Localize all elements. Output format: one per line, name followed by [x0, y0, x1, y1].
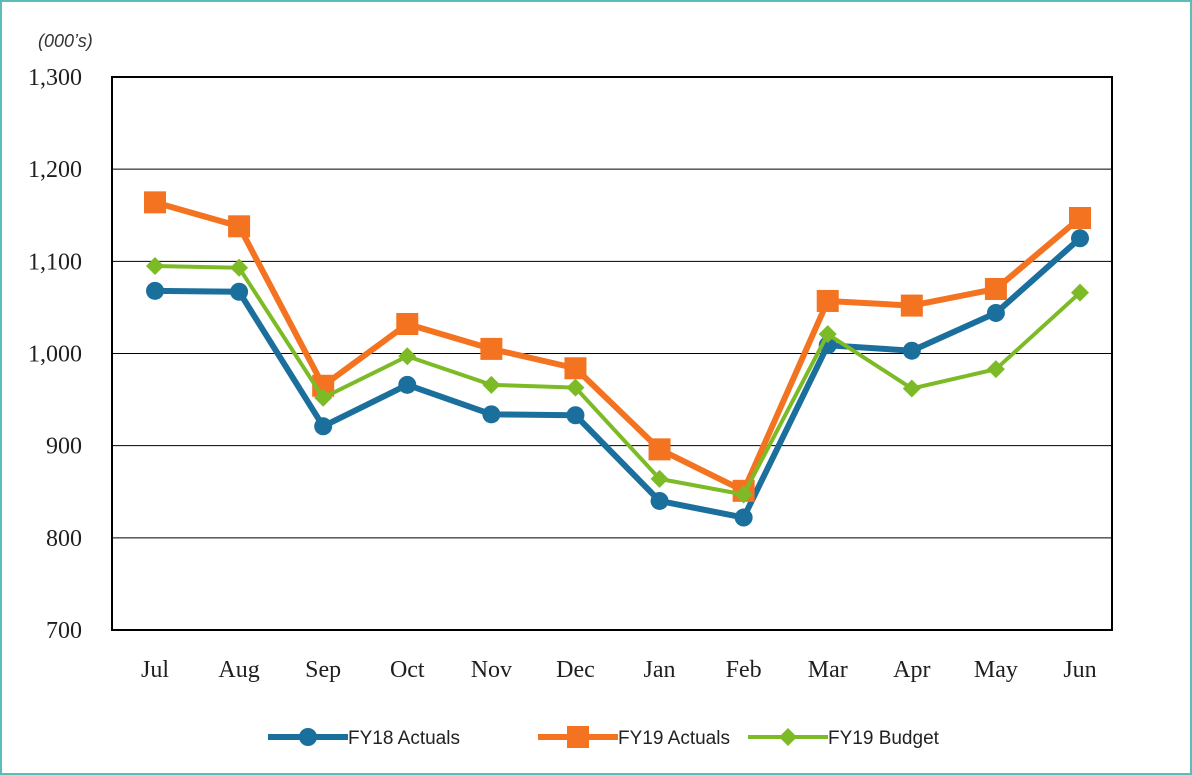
x-tick-label: Jun [1063, 657, 1096, 683]
marker [648, 438, 671, 461]
marker [900, 294, 923, 317]
x-tick-label: Feb [726, 657, 762, 683]
marker [734, 508, 753, 527]
y-tick-label: 1,200 [28, 157, 82, 183]
marker [398, 375, 417, 394]
x-tick-label: Mar [808, 657, 848, 683]
marker [1071, 229, 1089, 248]
marker [902, 379, 921, 398]
x-tick-label: Jul [141, 657, 169, 683]
marker [566, 378, 585, 397]
marker [567, 726, 589, 748]
marker [314, 388, 333, 407]
y-tick-label: 1,300 [28, 65, 82, 91]
marker [734, 485, 753, 504]
legend-label: FY19 Actuals [618, 728, 730, 749]
plot-border [111, 76, 1113, 631]
marker [1069, 207, 1091, 230]
marker [482, 405, 501, 424]
x-tick-label: Oct [390, 657, 425, 683]
marker [146, 281, 164, 300]
marker [1071, 283, 1089, 302]
marker [480, 337, 503, 360]
x-tick-label: Nov [471, 657, 512, 683]
y-tick-label: 1,100 [28, 249, 82, 275]
marker [564, 357, 587, 380]
marker [228, 215, 251, 238]
marker [230, 258, 249, 277]
marker [650, 469, 669, 488]
marker [146, 256, 164, 275]
marker [986, 303, 1005, 322]
marker [144, 191, 166, 214]
marker [650, 491, 669, 510]
marker [230, 282, 249, 301]
series-line [154, 263, 1082, 497]
marker [396, 313, 419, 336]
x-tick-label: Apr [893, 657, 930, 683]
x-tick-label: Jan [644, 657, 676, 683]
y-tick-label: 800 [46, 526, 82, 552]
marker [818, 325, 837, 344]
marker [984, 277, 1007, 300]
x-tick-label: Aug [218, 657, 259, 683]
unit-note: (000’s) [38, 31, 93, 51]
marker [816, 289, 839, 312]
marker [398, 347, 417, 366]
series-line [154, 199, 1082, 494]
marker [986, 360, 1005, 379]
marker [566, 406, 585, 425]
x-tick-label: Dec [556, 657, 595, 683]
marker [779, 728, 797, 746]
y-tick-label: 900 [46, 434, 82, 460]
x-tick-label: Sep [305, 657, 341, 683]
x-tick-label: May [974, 657, 1018, 683]
y-tick-label: 1,000 [28, 342, 82, 368]
legend-label: FY18 Actuals [348, 728, 460, 749]
marker [482, 375, 501, 394]
y-tick-label: 700 [46, 618, 82, 644]
marker [902, 341, 921, 360]
marker [299, 728, 317, 746]
marker [314, 417, 333, 436]
series-line [154, 236, 1082, 521]
legend-label: FY19 Budget [828, 728, 940, 749]
